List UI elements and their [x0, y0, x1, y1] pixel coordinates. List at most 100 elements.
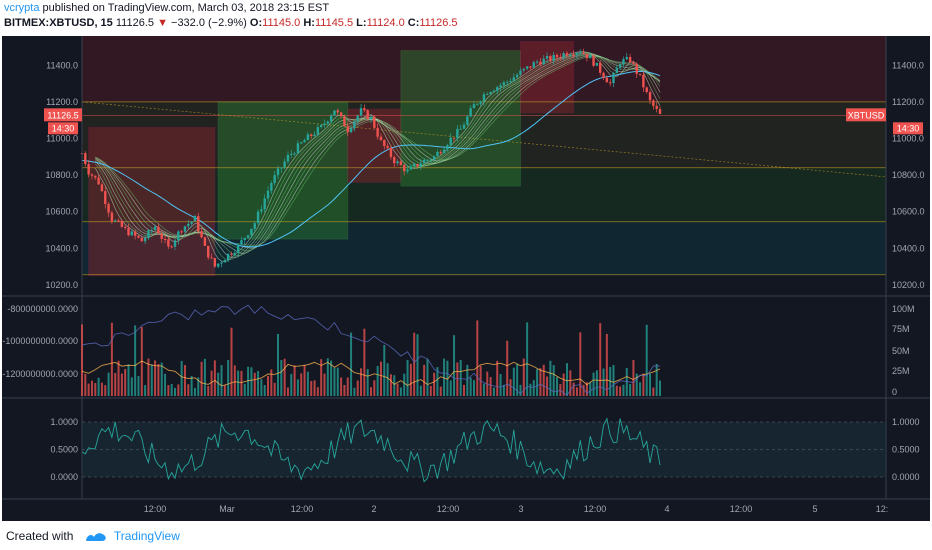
tradingview-brand-link[interactable]: TradingView [113, 529, 180, 543]
volume-bar [393, 375, 396, 396]
candle-body [180, 231, 183, 233]
high-label: H: [303, 17, 315, 29]
candle-body [210, 257, 213, 259]
price-tick-label-left: 10400.0 [45, 243, 78, 253]
candle-body [157, 226, 160, 234]
volume-bar [406, 359, 409, 396]
candle-body [652, 100, 655, 106]
candle-body [432, 156, 436, 160]
candle-body [419, 163, 423, 167]
candle-body [442, 149, 446, 154]
volume-bar [157, 364, 160, 396]
candle-body [250, 228, 253, 236]
volume-bar [482, 383, 485, 396]
volume-bar [436, 367, 439, 396]
price-tick-label-right: 11200.0 [892, 97, 924, 107]
volume-bar [160, 362, 163, 396]
candle-body [625, 56, 628, 60]
volume-bar [276, 333, 279, 396]
candle-body [406, 169, 409, 172]
last-price-label-left: 11126.5 [47, 110, 78, 120]
candle-body [140, 237, 143, 242]
candle-body [429, 159, 432, 161]
candle-body [207, 245, 210, 258]
candle-body [286, 154, 290, 162]
candles [80, 48, 662, 269]
candle-body [496, 87, 499, 91]
volume-bar [273, 382, 276, 396]
price-tick-label-left: 11400.0 [46, 60, 78, 70]
volume-bar [130, 377, 133, 396]
volume-bar [243, 383, 246, 396]
volume-bar [469, 377, 472, 396]
candle-body [645, 87, 648, 93]
volume-bar [220, 365, 223, 396]
candle-body [260, 209, 263, 212]
volume-bar [87, 383, 90, 396]
price-tick-label-right: 11000.0 [892, 133, 924, 143]
publisher-link[interactable]: vcrypta [4, 2, 40, 14]
volume-bar [190, 376, 193, 396]
volume-bar [303, 364, 306, 396]
candle-body [499, 85, 502, 88]
volume-bar [320, 359, 323, 396]
candle-body [226, 253, 230, 261]
volume-bar [446, 360, 449, 396]
volume-bar [117, 360, 120, 396]
countdown-tag-right [893, 122, 923, 135]
volume-bar [263, 385, 266, 396]
time-axis-label: 4 [664, 504, 669, 514]
candle-body [479, 101, 482, 104]
volume-bar [632, 360, 635, 396]
volume-bar [519, 384, 522, 396]
volume-bar [546, 376, 549, 396]
candle-body [426, 159, 429, 161]
candle-body [266, 190, 270, 199]
countdown-tag-left [48, 122, 78, 135]
resistance-band [82, 36, 886, 102]
volume-bar [453, 335, 456, 396]
candle-body [343, 116, 346, 127]
candle-body [329, 115, 333, 122]
candle-body [336, 110, 339, 113]
volume-bar [619, 386, 622, 396]
candle-body [243, 237, 246, 241]
candle-body [383, 140, 386, 147]
volume-bar [486, 371, 489, 396]
volume-bar [150, 364, 153, 396]
price-chart[interactable]: 11400.0 11400.0 11200.0 11200.0 11000.0 11000… [0, 33, 932, 523]
volume-bar [253, 372, 256, 396]
candle-body [492, 90, 496, 93]
volume-bar [313, 380, 316, 396]
volume-bar [180, 360, 183, 396]
volume-bar [642, 373, 645, 396]
volume-bar [575, 387, 578, 396]
volume-bar [556, 377, 559, 396]
volume-bar [84, 373, 87, 396]
candle-body [648, 92, 652, 101]
candle-body [618, 64, 622, 68]
volume-bar [94, 382, 97, 396]
candle-body [223, 260, 227, 263]
price-tick-label-right: 10600.0 [892, 207, 925, 217]
candle-body [608, 82, 612, 84]
price-tick-label-left: 10800.0 [45, 170, 78, 180]
candle-body [529, 66, 532, 68]
candle-body [94, 175, 97, 178]
volume-bar [416, 334, 419, 396]
candle-body [84, 153, 87, 165]
volume-bar [193, 387, 196, 396]
ma-ribbon [94, 51, 661, 263]
candle-body [143, 237, 147, 242]
volume-bar [463, 384, 466, 396]
volume-bar [237, 370, 240, 396]
candle-body [346, 126, 349, 133]
candle-body [446, 145, 449, 150]
volume-bar [639, 382, 642, 396]
candle-body [555, 54, 559, 58]
volume-bar [340, 377, 343, 396]
volume-bar [310, 380, 313, 396]
volume-bar [399, 387, 402, 396]
candle-body [466, 116, 469, 125]
candle-body [575, 52, 579, 56]
